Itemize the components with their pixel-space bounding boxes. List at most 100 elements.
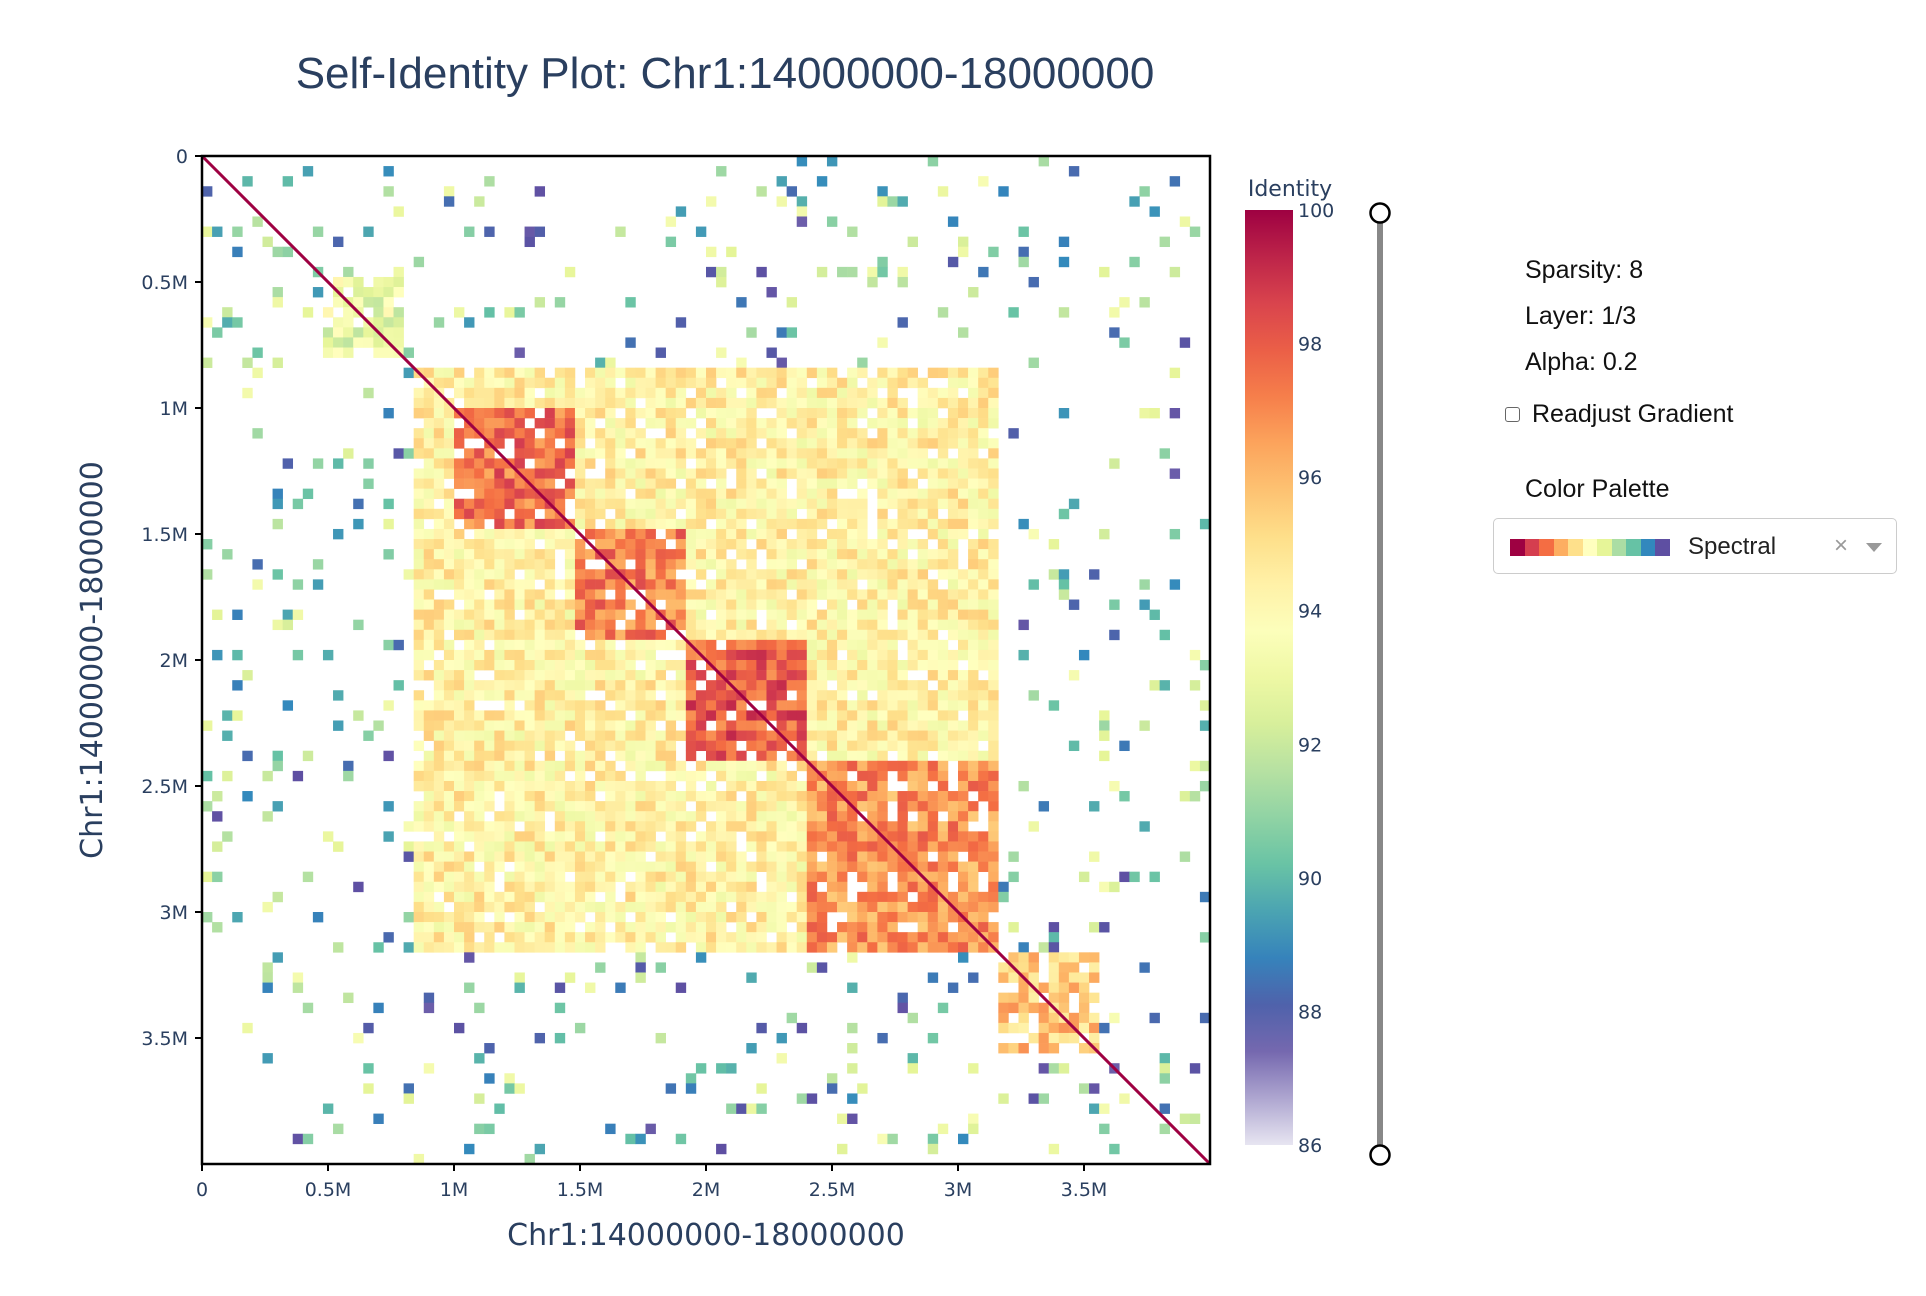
heatmap-cell[interactable] xyxy=(363,297,374,308)
heatmap-cell[interactable] xyxy=(826,660,838,671)
heatmap-cell[interactable] xyxy=(958,639,969,651)
heatmap-cell[interactable] xyxy=(958,871,969,883)
heatmap-cell[interactable] xyxy=(302,488,314,500)
heatmap-cell[interactable] xyxy=(665,710,677,721)
heatmap-cell[interactable] xyxy=(635,821,646,832)
heatmap-cell[interactable] xyxy=(736,922,747,933)
heatmap-cell[interactable] xyxy=(1058,256,1070,268)
heatmap-cell[interactable] xyxy=(343,760,354,772)
heatmap-cell[interactable] xyxy=(645,518,656,530)
heatmap-cell[interactable] xyxy=(615,831,626,842)
heatmap-cell[interactable] xyxy=(786,438,798,449)
heatmap-cell[interactable] xyxy=(443,609,455,620)
heatmap-cell[interactable] xyxy=(857,1083,868,1094)
heatmap-cell[interactable] xyxy=(998,1012,1009,1024)
heatmap-cell[interactable] xyxy=(635,498,646,510)
heatmap-cell[interactable] xyxy=(595,700,606,711)
heatmap-cell[interactable] xyxy=(776,518,787,530)
heatmap-cell[interactable] xyxy=(907,841,918,852)
heatmap-cell[interactable] xyxy=(494,559,505,570)
heatmap-cell[interactable] xyxy=(665,498,677,510)
heatmap-cell[interactable] xyxy=(927,579,939,590)
heatmap-cell[interactable] xyxy=(806,770,818,782)
heatmap-cell[interactable] xyxy=(897,448,908,459)
heatmap-cell[interactable] xyxy=(867,387,878,399)
heatmap-cell[interactable] xyxy=(675,206,687,217)
heatmap-cell[interactable] xyxy=(756,498,767,510)
heatmap-cell[interactable] xyxy=(716,851,727,862)
heatmap-cell[interactable] xyxy=(585,831,596,842)
heatmap-cell[interactable] xyxy=(494,418,505,429)
heatmap-cell[interactable] xyxy=(736,901,747,913)
heatmap-cell[interactable] xyxy=(383,317,394,328)
heatmap-cell[interactable] xyxy=(605,418,616,429)
heatmap-cell[interactable] xyxy=(877,680,888,691)
heatmap-cell[interactable] xyxy=(554,609,566,620)
heatmap-cell[interactable] xyxy=(1089,922,1100,933)
heatmap-cell[interactable] xyxy=(968,367,979,379)
heatmap-cell[interactable] xyxy=(897,266,908,278)
heatmap-cell[interactable] xyxy=(585,518,596,530)
heatmap-cell[interactable] xyxy=(826,932,838,943)
heatmap-cell[interactable] xyxy=(917,912,929,923)
heatmap-cell[interactable] xyxy=(766,287,777,298)
heatmap-cell[interactable] xyxy=(514,377,525,389)
heatmap-cell[interactable] xyxy=(716,619,727,631)
heatmap-cell[interactable] xyxy=(635,760,646,772)
heatmap-cell[interactable] xyxy=(625,1133,636,1145)
heatmap-cell[interactable] xyxy=(958,952,969,963)
heatmap-cell[interactable] xyxy=(816,760,828,772)
heatmap-cell[interactable] xyxy=(917,922,929,933)
heatmap-cell[interactable] xyxy=(615,458,626,469)
heatmap-cell[interactable] xyxy=(433,438,445,449)
heatmap-cell[interactable] xyxy=(847,901,858,913)
heatmap-cell[interactable] xyxy=(716,942,727,953)
heatmap-cell[interactable] xyxy=(474,508,485,520)
heatmap-cell[interactable] xyxy=(706,871,717,883)
heatmap-cell[interactable] xyxy=(443,720,455,731)
heatmap-cell[interactable] xyxy=(655,801,666,812)
heatmap-cell[interactable] xyxy=(756,851,767,862)
heatmap-cell[interactable] xyxy=(443,871,455,883)
heatmap-cell[interactable] xyxy=(847,458,858,469)
heatmap-cell[interactable] xyxy=(796,458,808,469)
heatmap-cell[interactable] xyxy=(1179,1113,1191,1124)
heatmap-cell[interactable] xyxy=(907,619,918,631)
heatmap-cell[interactable] xyxy=(695,508,707,520)
heatmap-cell[interactable] xyxy=(574,599,586,610)
heatmap-cell[interactable] xyxy=(897,811,908,822)
heatmap-cell[interactable] xyxy=(978,266,989,278)
heatmap-cell[interactable] xyxy=(857,750,868,762)
heatmap-cell[interactable] xyxy=(988,861,999,872)
heatmap-cell[interactable] xyxy=(615,397,626,409)
heatmap-cell[interactable] xyxy=(605,488,616,500)
heatmap-cell[interactable] xyxy=(937,922,949,933)
heatmap-cell[interactable] xyxy=(837,266,848,278)
heatmap-cell[interactable] xyxy=(877,579,888,590)
heatmap-cell[interactable] xyxy=(595,871,606,883)
heatmap-cell[interactable] xyxy=(847,670,858,681)
heatmap-cell[interactable] xyxy=(786,660,798,671)
heatmap-cell[interactable] xyxy=(786,387,798,399)
heatmap-cell[interactable] xyxy=(433,831,445,842)
heatmap-cell[interactable] xyxy=(595,428,606,439)
heatmap-cell[interactable] xyxy=(665,579,677,590)
heatmap-cell[interactable] xyxy=(988,559,999,570)
heatmap-cell[interactable] xyxy=(947,942,959,953)
heatmap-cell[interactable] xyxy=(484,871,495,883)
heatmap-cell[interactable] xyxy=(524,891,535,903)
heatmap-cell[interactable] xyxy=(917,498,929,510)
heatmap-cell[interactable] xyxy=(464,861,475,872)
heatmap-cell[interactable] xyxy=(454,942,465,953)
heatmap-cell[interactable] xyxy=(454,428,465,439)
heatmap-cell[interactable] xyxy=(685,478,697,489)
heatmap-cell[interactable] xyxy=(907,609,918,620)
heatmap-cell[interactable] xyxy=(615,750,626,762)
heatmap-cell[interactable] xyxy=(282,619,294,631)
heatmap-cell[interactable] xyxy=(837,901,848,913)
heatmap-cell[interactable] xyxy=(746,639,757,651)
heatmap-cell[interactable] xyxy=(927,156,939,167)
heatmap-cell[interactable] xyxy=(554,579,566,590)
heatmap-cell[interactable] xyxy=(423,770,435,782)
heatmap-cell[interactable] xyxy=(806,962,818,973)
